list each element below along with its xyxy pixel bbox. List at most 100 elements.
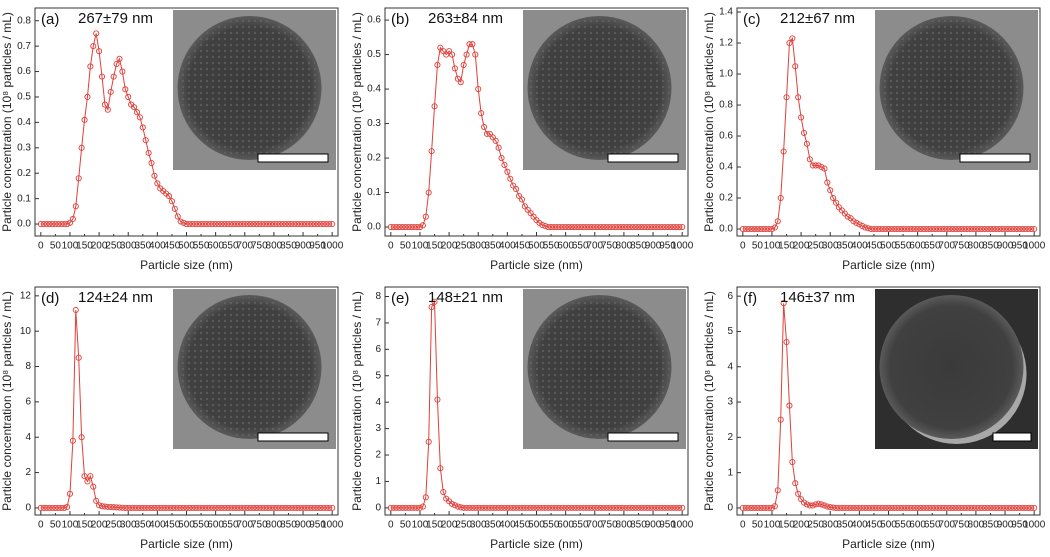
data-point — [122, 86, 129, 93]
data-point — [760, 504, 767, 511]
data-point — [475, 504, 482, 511]
data-point — [75, 175, 82, 182]
data-point — [556, 504, 563, 511]
data-point — [495, 504, 502, 511]
x-tick-label: 150 — [76, 241, 93, 252]
data-point — [897, 504, 904, 511]
data-point — [1013, 504, 1020, 511]
data-point — [803, 140, 810, 147]
data-point — [241, 504, 248, 511]
data-point — [891, 504, 898, 511]
x-tick-label: 950 — [309, 241, 326, 252]
data-point — [876, 504, 883, 511]
data-point — [113, 504, 120, 511]
data-point — [946, 225, 953, 233]
x-tick-label: 400 — [499, 520, 516, 531]
data-point — [507, 504, 514, 511]
data-point — [574, 223, 581, 231]
data-point — [299, 221, 307, 228]
data-point — [294, 221, 301, 228]
data-point — [940, 225, 947, 233]
x-tick-label: 250 — [105, 241, 122, 252]
data-point — [655, 223, 662, 231]
data-point — [588, 223, 595, 231]
y-tick-label: 0.1 — [367, 187, 381, 198]
data-point — [451, 502, 458, 509]
data-point — [917, 504, 924, 511]
x-tick-label: 450 — [164, 520, 181, 531]
x-tick-label: 0 — [740, 241, 746, 252]
data-point — [568, 223, 575, 231]
data-point — [431, 103, 438, 110]
annotation: 148±21 nm — [428, 289, 503, 306]
data-point — [481, 123, 488, 131]
data-point — [882, 225, 889, 233]
y-tick-label: 0 — [727, 503, 733, 514]
panel: 0 50 1001502002503003504004505005506006507… — [0, 286, 344, 551]
data-point — [78, 144, 85, 151]
data-point — [276, 504, 283, 511]
data-point — [806, 502, 813, 509]
y-tick-label: 2 — [25, 467, 31, 478]
x-tick-label: 100 — [412, 520, 429, 531]
data-point — [422, 494, 429, 501]
data-point — [591, 504, 598, 511]
data-point — [145, 149, 152, 156]
x-axis-label: Particle size (nm) — [842, 537, 935, 551]
data-point — [413, 504, 421, 511]
data-point — [125, 504, 132, 511]
data-point — [472, 51, 479, 58]
data-point — [411, 223, 418, 231]
x-tick-label: 700 — [586, 520, 603, 531]
data-point — [900, 504, 907, 511]
data-point — [408, 504, 415, 511]
data-point — [615, 504, 622, 511]
data-point — [1031, 504, 1038, 511]
data-point — [326, 504, 333, 511]
data-point — [58, 221, 65, 228]
data-point — [230, 221, 237, 228]
x-tick-label: 800 — [616, 520, 633, 531]
x-tick-label: 50 — [400, 241, 412, 252]
data-point — [206, 221, 213, 228]
data-point — [297, 221, 304, 228]
data-point — [139, 504, 146, 511]
data-point — [247, 504, 254, 511]
data-point — [1010, 225, 1017, 233]
x-tick-label: 750 — [251, 241, 268, 252]
data-point — [320, 504, 327, 511]
data-point — [402, 504, 409, 511]
data-point — [165, 504, 173, 511]
data-point — [1019, 225, 1026, 233]
data-point — [559, 223, 566, 231]
data-point — [460, 504, 467, 511]
data-point — [40, 504, 47, 511]
data-point — [317, 504, 324, 511]
data-point — [937, 504, 944, 511]
data-point — [1001, 225, 1009, 233]
data-point — [224, 504, 231, 511]
data-point — [641, 223, 648, 231]
x-tick-label: 650 — [222, 241, 239, 252]
axes-frame — [736, 286, 1041, 516]
data-point — [486, 504, 493, 511]
data-point — [664, 504, 671, 511]
data-point — [189, 504, 196, 511]
data-point — [990, 225, 997, 233]
data-point — [262, 504, 269, 511]
data-point — [428, 304, 435, 311]
scale-bar — [992, 432, 1032, 442]
y-tick-label: 0.6 — [17, 66, 31, 77]
data-point — [200, 221, 208, 228]
data-point — [110, 73, 117, 80]
data-point — [789, 459, 796, 466]
x-tick-label: 600 — [207, 520, 224, 531]
data-point — [673, 223, 680, 231]
data-point — [393, 223, 400, 231]
data-point — [419, 222, 426, 229]
x-tick-label: 750 — [601, 520, 618, 531]
data-point — [751, 225, 758, 233]
data-point — [958, 225, 965, 233]
data-point — [198, 221, 205, 228]
data-point — [241, 221, 248, 228]
